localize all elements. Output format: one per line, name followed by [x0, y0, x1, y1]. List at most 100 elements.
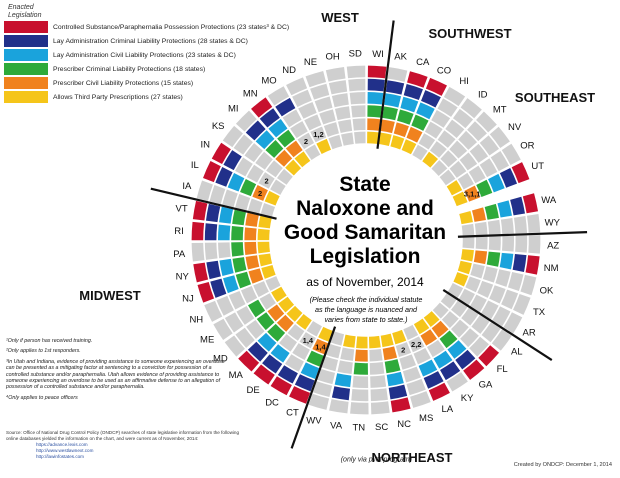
cell-hi-5 [412, 144, 428, 161]
cell-sc-1 [370, 388, 388, 402]
region-label: SOUTHEAST [515, 90, 595, 105]
cell-ak-3 [382, 106, 398, 121]
region-label: WEST [321, 10, 359, 25]
cell-oh-2 [331, 93, 349, 108]
cell-ok-3 [482, 266, 498, 283]
footnote-marker: 2 [304, 137, 308, 146]
cell-ne-5 [328, 134, 343, 150]
cell-ok-4 [470, 263, 485, 279]
source-link[interactable]: http://www.westlawnext.com [36, 448, 94, 453]
legend-label: Prescriber Civil Liability Protections (… [53, 79, 194, 87]
region-divider [376, 20, 395, 149]
cell-vt-0 [192, 200, 208, 221]
source-link[interactable]: http://lawinfostates.com [36, 454, 85, 459]
cell-il-1 [215, 167, 233, 187]
legend-swatch [4, 35, 48, 47]
cell-wa-1 [510, 196, 526, 216]
cell-tn-2 [352, 375, 369, 388]
cell-ia-0 [196, 180, 213, 201]
cell-il-4 [252, 184, 268, 201]
cell-az-1 [515, 235, 528, 253]
cell-mo-3 [290, 121, 308, 139]
state-label: TN [352, 423, 365, 434]
cell-sd-1 [348, 78, 366, 92]
cell-ia-1 [209, 185, 226, 205]
cell-id-5 [422, 151, 439, 168]
cell-dc-4 [299, 332, 316, 349]
legend: Enacted Legislation Controlled Substance… [4, 4, 304, 104]
cell-az-2 [501, 235, 514, 252]
cell-ne-3 [319, 109, 336, 125]
cell-hi-3 [424, 121, 443, 139]
state-label: DE [246, 385, 259, 396]
cell-ga-2 [447, 340, 467, 359]
state-label: IA [182, 181, 192, 192]
footnote-marker: 1,4 [303, 336, 314, 345]
source-text: Source: Office of National Drug Control … [6, 430, 240, 441]
state-label: TX [533, 307, 546, 318]
cell-mt-5 [431, 160, 448, 176]
cell-co-1 [421, 90, 441, 108]
footnote-marker: 1,2 [313, 130, 323, 139]
footnote: ²Only applies to 1st responders. [6, 348, 81, 355]
cell-co-0 [425, 77, 447, 96]
state-label: WI [372, 49, 384, 60]
cell-ut-0 [511, 162, 530, 184]
cell-vt-5 [258, 215, 272, 229]
legend-title: Enacted Legislation [8, 4, 42, 19]
cell-ok-5 [457, 260, 472, 275]
cell-or-4 [457, 172, 474, 190]
cell-wi-3 [367, 105, 382, 118]
cell-me-2 [236, 305, 255, 325]
cell-ny-5 [258, 253, 273, 267]
state-label: CT [286, 408, 299, 419]
cell-wi-0 [367, 65, 387, 79]
cell-la-0 [428, 382, 450, 401]
cell-fl-3 [451, 319, 469, 338]
state-label: KS [212, 121, 225, 132]
cell-wv-2 [317, 368, 336, 385]
cell-in-3 [246, 164, 264, 183]
state-label: OR [520, 141, 534, 152]
cell-wv-4 [326, 343, 342, 359]
cell-ks-4 [266, 160, 283, 178]
cell-or-5 [446, 180, 463, 196]
note-line: as the language is nuanced and [315, 305, 418, 314]
state-label: MA [229, 370, 244, 381]
state-label: OH [325, 51, 339, 62]
cell-or-3 [468, 165, 486, 184]
cell-mn-0 [251, 97, 273, 118]
cell-nc-4 [382, 346, 398, 361]
footnote-marker: 2 [265, 176, 269, 185]
pilot-note: (only via pilot program) [341, 456, 412, 463]
state-label: KY [461, 393, 474, 404]
cell-mn-2 [268, 118, 288, 138]
cell-ca-0 [407, 71, 428, 88]
cell-mo-1 [275, 97, 296, 117]
note-line: (Please check the individual statute [310, 295, 423, 304]
cell-ar-0 [503, 312, 523, 334]
cell-in-5 [270, 179, 286, 195]
cell-sc-4 [369, 348, 383, 362]
cell-mo-2 [282, 109, 302, 128]
cell-la-1 [423, 371, 444, 389]
cell-nv-1 [479, 135, 499, 156]
cell-wy-4 [474, 221, 488, 236]
legend-swatch [4, 63, 48, 75]
cell-wi-4 [367, 118, 381, 131]
cell-az-4 [475, 236, 488, 250]
cell-md-3 [256, 312, 275, 331]
note-line: varies from state to state.) [324, 315, 407, 324]
cell-ny-3 [232, 257, 247, 273]
source-link[interactable]: https://advance.lexis.com [36, 442, 88, 447]
state-label: VT [176, 203, 188, 214]
cell-ga-0 [463, 359, 485, 380]
footnote-marker: 3,1,1 [464, 190, 481, 199]
cell-ky-1 [440, 361, 461, 381]
cell-nm-0 [525, 255, 540, 275]
cell-il-2 [227, 172, 245, 192]
state-label: MO [261, 76, 276, 87]
cell-ok-2 [495, 269, 511, 287]
cell-mn-5 [294, 151, 311, 168]
cell-al-4 [451, 300, 468, 318]
